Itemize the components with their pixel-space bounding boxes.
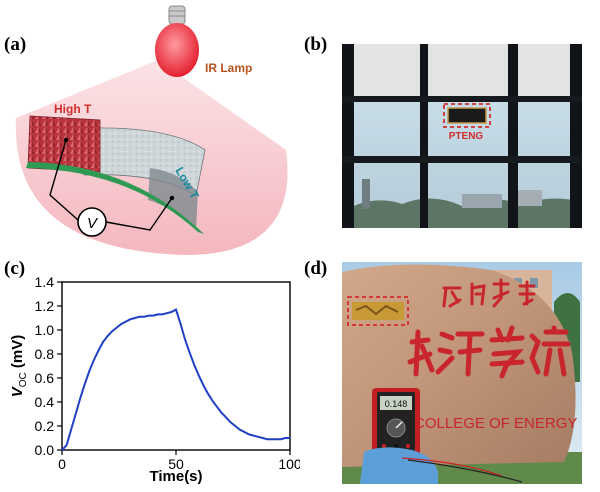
y-tick-label: 1.2 — [35, 298, 55, 314]
college-of-energy-sign: COLLEGE OF ENERGY — [414, 415, 577, 432]
panel-label-d: (d) — [304, 258, 328, 279]
y-tick-label: 0.2 — [35, 418, 55, 434]
pteng-highlight-box — [443, 103, 491, 128]
panel-d-rock-photo: COLLEGE OF ENERGY 0.148 — [342, 262, 582, 484]
ir-lamp-label: IR Lamp — [205, 61, 252, 75]
x-tick-label: 50 — [168, 456, 184, 472]
x-tick-label: 0 — [58, 456, 66, 472]
y-tick-label: 0.0 — [35, 442, 55, 458]
panel-c-voltage-chart: 0.0 0.2 0.4 0.6 0.8 1.0 1.2 1.4 0 50 100 Time(s) VOC… — [9, 274, 300, 485]
ir-lamp-icon — [155, 5, 199, 77]
x-axis-label: Time(s) — [149, 468, 202, 485]
panel-label-b: (b) — [304, 34, 328, 55]
panel-label-a: (a) — [4, 34, 27, 55]
panel-label-c: (c) — [4, 258, 26, 279]
y-tick-label: 1.0 — [35, 322, 55, 338]
voltmeter-icon: V — [77, 207, 107, 237]
y-tick-label: 0.8 — [35, 346, 55, 362]
device-highlight-box — [347, 296, 409, 326]
panel-a-schematic: IR Lamp High T Low T V — [15, 5, 288, 255]
multimeter-icon: 0.148 — [372, 388, 420, 456]
pteng-device — [447, 107, 487, 124]
window-blinds — [342, 44, 582, 98]
y-axis-label: VOC (mV) — [9, 335, 29, 398]
high-t-region — [27, 115, 101, 173]
series-line-0 — [61, 308, 290, 451]
voltmeter-label: V — [87, 215, 99, 232]
y-tick-label: 1.4 — [35, 274, 55, 290]
high-t-label: High T — [54, 102, 92, 116]
panel-b-window-photo: PTENG — [342, 44, 582, 228]
x-tick-label: 100 — [278, 456, 300, 472]
glove — [360, 447, 438, 484]
y-tick-label: 0.6 — [35, 370, 55, 386]
y-tick-label: 0.4 — [35, 394, 55, 410]
pteng-label: PTENG — [449, 131, 484, 142]
calligraphy-characters — [407, 278, 571, 379]
chart-frame — [61, 281, 291, 451]
multimeter-reading: 0.148 — [385, 399, 408, 409]
